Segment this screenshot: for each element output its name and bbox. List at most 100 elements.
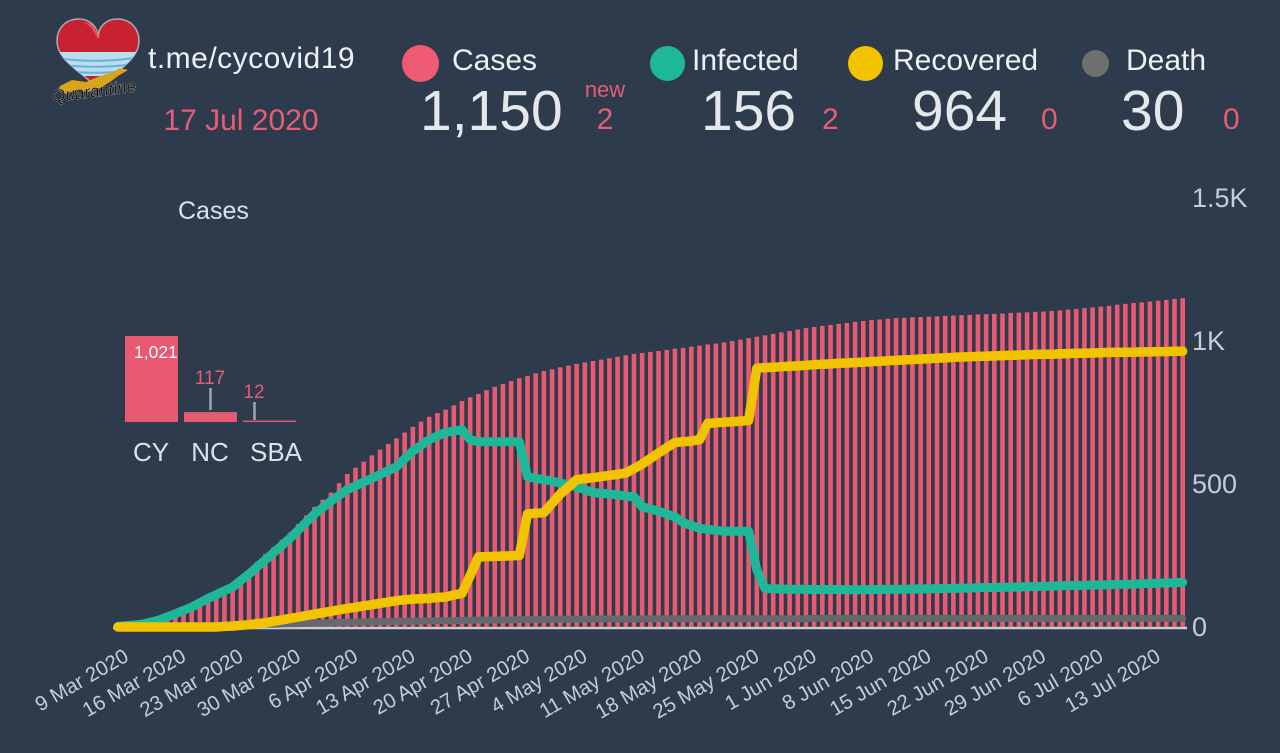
infected-value: 156 [701, 79, 797, 143]
case-bar [639, 353, 645, 627]
case-bar [795, 329, 801, 627]
case-bar [729, 341, 735, 627]
y-tick-label: 1K [1192, 326, 1225, 356]
case-bar [787, 330, 792, 627]
case-bar [525, 375, 530, 627]
case-bar [918, 316, 923, 627]
region-category-nc: NC [191, 437, 229, 467]
case-bar [705, 344, 710, 627]
case-bar [173, 612, 178, 627]
case-bar [574, 363, 579, 627]
case-bar [762, 335, 768, 627]
case-bar [910, 317, 915, 627]
case-bar [295, 524, 301, 627]
case-bar [1090, 307, 1095, 627]
case-bar [222, 586, 227, 627]
death-legend-dot [1082, 50, 1109, 77]
case-bar [754, 336, 760, 627]
death-value: 30 [1121, 79, 1185, 143]
case-bar [1131, 302, 1136, 627]
region-value-sba: 12 [243, 382, 264, 403]
quarantine-logo: Quarantine [50, 12, 146, 114]
infected-label: Infected [692, 44, 799, 77]
death-label: Death [1126, 44, 1207, 77]
case-bar [426, 416, 432, 627]
case-bar [779, 332, 784, 627]
case-bar [336, 483, 342, 627]
region-bar-sba [243, 420, 296, 422]
case-bar [312, 506, 317, 627]
case-bar [1180, 298, 1185, 627]
case-bar [860, 320, 866, 627]
chart-title: Cases [178, 197, 249, 225]
y-axis-labels: 0 500 1K 1.5K [1192, 183, 1248, 642]
case-bar [418, 421, 424, 627]
case-bar [631, 353, 637, 627]
case-bar [263, 554, 268, 627]
case-bar [1057, 310, 1063, 627]
case-bar [533, 373, 538, 627]
channel-link[interactable]: t.me/cycovid19 [148, 42, 356, 75]
case-bar [844, 322, 850, 627]
case-bar [246, 569, 252, 627]
case-bar [951, 315, 956, 627]
case-bar [189, 605, 195, 627]
case-bar [566, 365, 571, 627]
cases-new-value: 2 [596, 103, 614, 136]
case-bar [664, 349, 670, 627]
recovered-label: Recovered [893, 44, 1039, 77]
case-bar [680, 347, 686, 627]
case-bar [476, 393, 481, 627]
case-bar [230, 582, 235, 627]
death-line [114, 614, 1187, 631]
case-bar [541, 371, 547, 627]
case-bar [394, 438, 399, 627]
case-bar [1123, 303, 1128, 627]
case-bar [1016, 312, 1022, 627]
recovered-legend-dot [848, 46, 883, 81]
case-bar [345, 473, 350, 627]
case-bar [1114, 304, 1120, 627]
case-bar [451, 405, 457, 627]
case-bar [656, 351, 661, 627]
case-bar [582, 362, 588, 627]
case-bar [1041, 311, 1046, 627]
case-bar [1024, 312, 1030, 627]
case-bar [877, 319, 882, 627]
case-bar [385, 443, 391, 627]
case-bar [1049, 310, 1054, 627]
recovered-value: 964 [912, 79, 1008, 143]
case-bar [721, 342, 727, 627]
quarantine-logo-art: Quarantine [51, 18, 140, 106]
case-bar [1106, 305, 1112, 627]
case-bar [803, 328, 809, 627]
case-bar [377, 449, 383, 627]
case-bar [1164, 299, 1169, 627]
case-bar [369, 455, 375, 627]
case-bar [361, 461, 366, 627]
case-bar [697, 345, 702, 627]
case-bar [353, 467, 358, 627]
cases-value: 1,150 [420, 79, 563, 143]
case-bar [828, 324, 833, 627]
region-bar-nc [184, 412, 237, 422]
case-bar [746, 338, 751, 627]
case-bar [517, 378, 522, 627]
cases-legend-dot [402, 45, 439, 82]
case-bar [467, 397, 473, 627]
region-value-cy: 1,021 [134, 342, 178, 362]
case-bar [328, 492, 334, 627]
y-tick-label: 1.5K [1192, 183, 1248, 213]
case-bar [672, 348, 678, 627]
case-bar [648, 351, 653, 627]
case-bar [1172, 298, 1177, 627]
region-bar-cy [125, 336, 178, 422]
case-bar [213, 591, 219, 627]
case-bar [287, 532, 293, 627]
case-bar [410, 426, 416, 627]
case-bar [435, 413, 440, 627]
case-bar [279, 539, 285, 627]
case-bar [869, 320, 874, 627]
